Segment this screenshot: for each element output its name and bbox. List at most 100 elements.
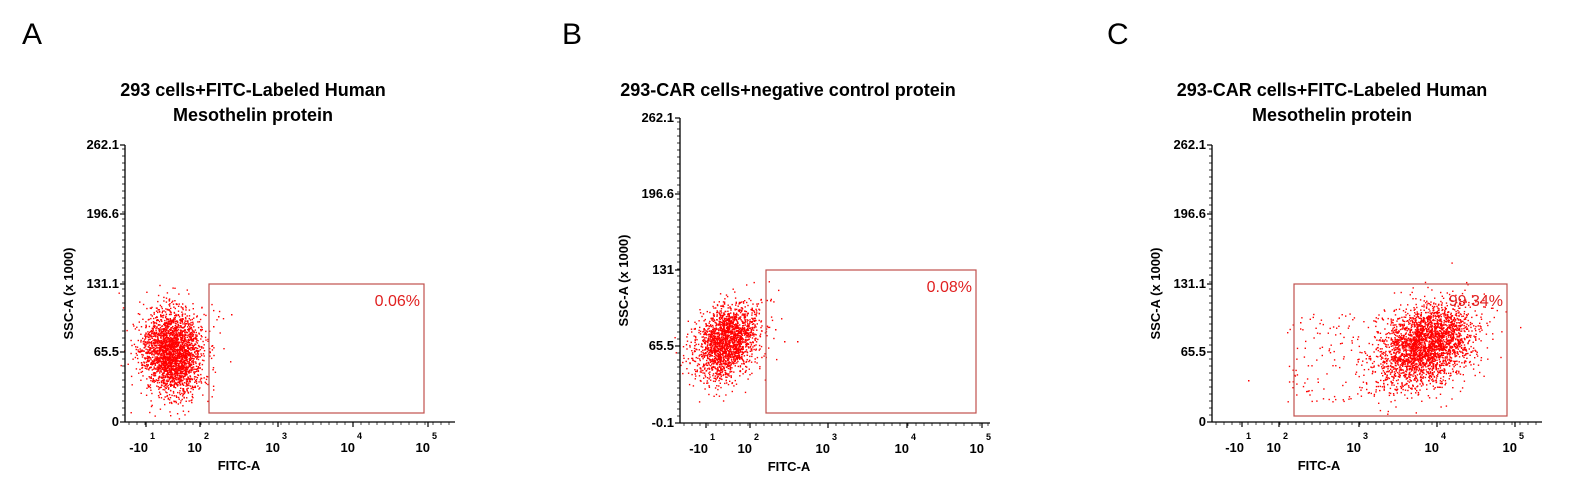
data-point	[183, 326, 185, 328]
data-point	[185, 355, 187, 357]
data-point	[775, 329, 777, 331]
data-point	[724, 355, 727, 357]
data-point	[166, 334, 168, 337]
data-point	[726, 365, 729, 367]
data-point	[717, 353, 719, 355]
data-point	[156, 385, 158, 387]
data-point	[182, 384, 185, 386]
data-point	[732, 331, 734, 333]
data-point	[144, 358, 146, 360]
data-point	[740, 337, 743, 340]
data-point	[172, 339, 175, 341]
data-point	[718, 331, 720, 334]
data-point	[708, 393, 710, 396]
data-point	[212, 369, 214, 371]
data-point	[718, 365, 721, 368]
data-point	[187, 370, 190, 373]
data-point	[218, 310, 221, 313]
data-point	[734, 355, 737, 357]
data-point	[717, 347, 719, 350]
data-point	[723, 303, 726, 305]
data-point	[175, 352, 177, 354]
data-point	[1410, 392, 1412, 395]
data-point	[711, 360, 713, 362]
data-point	[740, 346, 742, 348]
data-point	[172, 360, 175, 362]
data-point	[713, 355, 715, 358]
data-point	[179, 353, 181, 355]
data-point	[722, 304, 724, 307]
data-point	[161, 325, 163, 327]
data-point	[174, 351, 176, 353]
data-point	[721, 371, 723, 374]
data-point	[180, 362, 182, 365]
data-point	[155, 372, 157, 374]
data-point	[1456, 370, 1458, 372]
data-point	[739, 344, 741, 346]
data-point	[733, 314, 735, 316]
data-point	[747, 336, 749, 338]
gate-rectangle	[208, 283, 425, 414]
data-point	[702, 372, 704, 374]
data-point	[725, 351, 727, 353]
data-point	[175, 366, 177, 368]
data-point	[151, 392, 153, 395]
data-point	[198, 364, 201, 366]
data-point	[733, 316, 735, 318]
data-point	[174, 316, 176, 319]
data-point	[177, 305, 180, 307]
data-point	[729, 368, 732, 370]
data-point	[749, 355, 751, 358]
data-point	[200, 338, 202, 340]
data-point	[188, 343, 191, 346]
data-point	[166, 382, 168, 385]
data-point	[186, 384, 188, 386]
data-point	[166, 386, 168, 388]
data-point	[167, 384, 169, 387]
data-point	[185, 379, 188, 381]
data-point	[759, 335, 761, 337]
data-point	[187, 351, 189, 353]
data-point	[144, 367, 147, 369]
gate-percentage: 0.06%	[375, 293, 420, 310]
data-point	[173, 345, 176, 348]
data-point	[145, 361, 148, 363]
data-point	[175, 378, 177, 381]
data-point	[176, 338, 178, 340]
data-point	[162, 368, 164, 371]
data-point	[160, 329, 162, 331]
data-point	[703, 337, 706, 339]
data-point	[725, 332, 727, 334]
data-point	[175, 359, 177, 361]
data-point	[731, 345, 733, 347]
data-point	[164, 387, 166, 389]
data-point	[739, 324, 741, 326]
data-point	[138, 321, 140, 323]
data-point	[1471, 295, 1474, 297]
data-point	[705, 347, 707, 350]
data-point	[201, 329, 203, 331]
data-point	[749, 322, 751, 325]
data-point	[717, 366, 719, 369]
data-point	[177, 310, 180, 312]
data-point	[733, 347, 736, 350]
data-point	[756, 323, 758, 325]
data-point	[168, 322, 171, 324]
data-point	[213, 389, 215, 391]
data-point	[167, 332, 169, 334]
data-point	[753, 310, 755, 312]
data-point	[144, 365, 146, 367]
data-point	[191, 344, 193, 347]
data-point	[172, 343, 174, 345]
data-point	[710, 350, 712, 352]
data-point	[702, 313, 705, 315]
data-point	[181, 364, 184, 366]
data-point	[161, 342, 163, 345]
data-point	[149, 377, 151, 379]
data-point	[709, 361, 712, 363]
data-point	[713, 307, 715, 309]
data-point	[167, 398, 169, 400]
data-point	[724, 349, 726, 351]
data-point	[160, 356, 162, 358]
data-point	[713, 362, 716, 364]
